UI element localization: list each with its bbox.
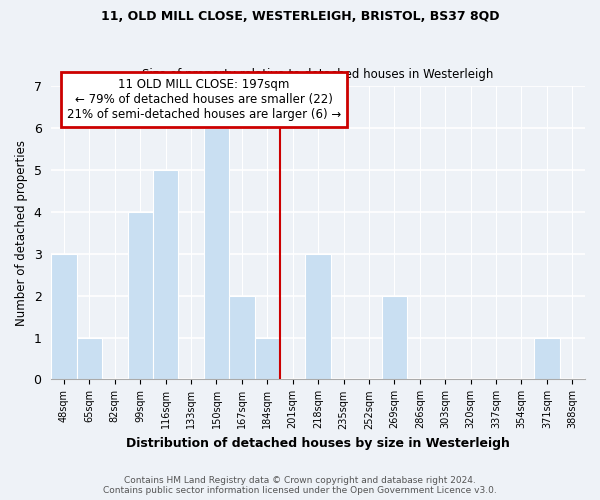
Bar: [77, 338, 102, 380]
Bar: [254, 338, 280, 380]
Bar: [153, 170, 178, 380]
Bar: [204, 128, 229, 380]
Bar: [51, 254, 77, 380]
Bar: [305, 254, 331, 380]
Text: 11, OLD MILL CLOSE, WESTERLEIGH, BRISTOL, BS37 8QD: 11, OLD MILL CLOSE, WESTERLEIGH, BRISTOL…: [101, 10, 499, 23]
Text: 11 OLD MILL CLOSE: 197sqm
← 79% of detached houses are smaller (22)
21% of semi-: 11 OLD MILL CLOSE: 197sqm ← 79% of detac…: [67, 78, 341, 121]
Text: Contains HM Land Registry data © Crown copyright and database right 2024.
Contai: Contains HM Land Registry data © Crown c…: [103, 476, 497, 495]
Bar: [229, 296, 254, 380]
Bar: [128, 212, 153, 380]
Bar: [534, 338, 560, 380]
Title: Size of property relative to detached houses in Westerleigh: Size of property relative to detached ho…: [142, 68, 494, 81]
Bar: [382, 296, 407, 380]
Y-axis label: Number of detached properties: Number of detached properties: [15, 140, 28, 326]
X-axis label: Distribution of detached houses by size in Westerleigh: Distribution of detached houses by size …: [126, 437, 510, 450]
